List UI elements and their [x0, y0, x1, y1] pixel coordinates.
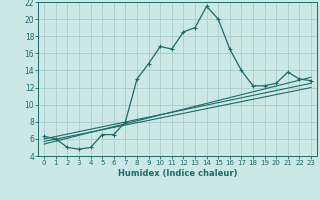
- X-axis label: Humidex (Indice chaleur): Humidex (Indice chaleur): [118, 169, 237, 178]
